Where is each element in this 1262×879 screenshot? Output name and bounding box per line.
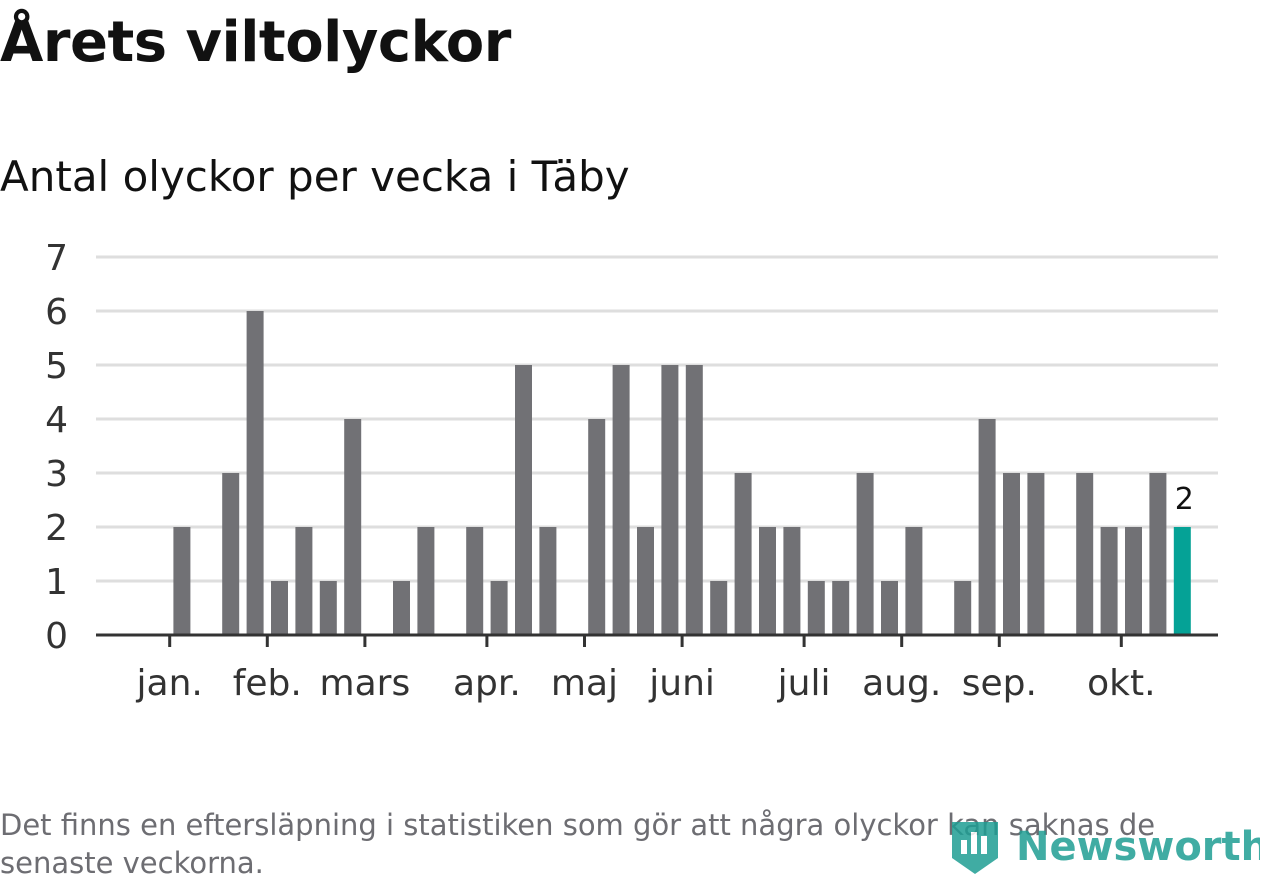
- bar: [393, 581, 410, 635]
- chart-subtitle: Antal olyckor per vecka i Täby: [0, 152, 630, 201]
- bar: [1100, 527, 1118, 635]
- x-tick-label: mars: [320, 663, 411, 704]
- bar: [978, 419, 996, 635]
- bar: [417, 527, 435, 635]
- x-tick-label: maj: [551, 663, 618, 704]
- x-tick-label: juli: [777, 663, 831, 704]
- bar-chart-badge-icon: [952, 822, 998, 874]
- bar: [588, 419, 606, 635]
- bar: [905, 527, 923, 635]
- data-label: 2: [1175, 482, 1194, 517]
- y-tick-label: 2: [45, 508, 68, 549]
- bar: [1076, 473, 1094, 635]
- bar: [515, 365, 532, 635]
- bar: [271, 581, 288, 635]
- chart-title: Årets viltolyckor: [0, 10, 511, 75]
- bar: [1149, 473, 1167, 635]
- bar-chart: 0 1 2 3 4 5 6 7 2 jan. feb. mars apr. maj juni juli aug.…: [45, 238, 1218, 704]
- x-tick-label: aug.: [862, 663, 941, 704]
- bar: [222, 473, 240, 635]
- bar: [881, 581, 898, 635]
- bar: [1003, 473, 1020, 635]
- bar: [295, 527, 313, 635]
- x-tick-label: apr.: [453, 663, 521, 704]
- bar: [319, 581, 337, 635]
- bar: [807, 581, 825, 635]
- x-tick-label: sep.: [962, 663, 1037, 704]
- y-tick-label: 5: [45, 346, 68, 387]
- x-tick-label: feb.: [233, 663, 302, 704]
- bar: [832, 581, 850, 635]
- logo-text: Newsworthy: [1016, 824, 1260, 870]
- bar: [173, 527, 191, 635]
- x-tick-label: okt.: [1087, 663, 1155, 704]
- x-tick-label: juni: [648, 663, 715, 704]
- y-tick-label: 1: [45, 562, 68, 603]
- bar: [344, 419, 362, 635]
- bar: [612, 365, 630, 635]
- bar-highlight: [1173, 527, 1191, 635]
- x-tick-label: jan.: [136, 663, 203, 704]
- bar: [1125, 527, 1142, 635]
- y-tick-label: 7: [45, 238, 68, 279]
- y-tick-label: 0: [45, 616, 68, 657]
- bar: [661, 365, 679, 635]
- bar: [490, 581, 508, 635]
- y-tick-label: 6: [45, 292, 68, 333]
- y-tick-label: 4: [45, 400, 68, 441]
- bar: [637, 527, 654, 635]
- bar: [856, 473, 874, 635]
- y-tick-label: 3: [45, 454, 68, 495]
- bar: [734, 473, 752, 635]
- bar: [759, 527, 776, 635]
- bar: [685, 365, 703, 635]
- newsworthy-logo: Newsworthy: [952, 822, 1260, 874]
- bar: [710, 581, 728, 635]
- bar: [783, 527, 801, 635]
- bar: [466, 527, 484, 635]
- bar: [539, 527, 557, 635]
- bar: [1027, 473, 1045, 635]
- bar: [954, 581, 972, 635]
- bar: [246, 311, 264, 635]
